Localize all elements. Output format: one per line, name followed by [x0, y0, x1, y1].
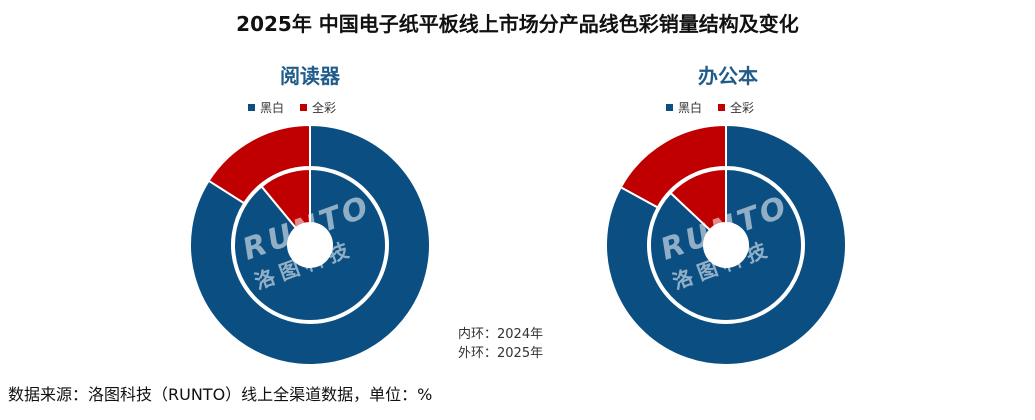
legend-swatch-color — [300, 104, 308, 111]
legend-label-mono: 黑白 — [260, 101, 285, 115]
donut-chart-office — [605, 123, 847, 366]
legend-item-mono: 黑白 — [248, 99, 284, 116]
page-title: 2025年 中国电子纸平板线上市场分产品线色彩销量结构及变化 — [236, 12, 799, 36]
slice-inner-color — [260, 167, 311, 230]
slice-outer-mono — [189, 123, 431, 366]
slice-outer-color — [207, 123, 311, 205]
chart-title-reader: 阅读器 — [280, 64, 340, 88]
legend-label-mono: 黑白 — [678, 101, 703, 115]
slice-outer-color — [619, 123, 727, 209]
legend-swatch-mono — [666, 104, 673, 111]
slice-inner-mono — [233, 167, 387, 322]
legend-item-color: 全彩 — [300, 99, 336, 116]
donut-chart-reader — [189, 123, 431, 366]
legend-swatch-mono — [248, 104, 255, 111]
slice-inner-color — [669, 167, 727, 232]
slice-inner-mono — [649, 167, 803, 322]
legend-label-color: 全彩 — [730, 101, 755, 115]
ring-note: 内环：2024年 外环：2025年 — [458, 325, 543, 363]
ring-note-inner: 内环：2024年 — [458, 327, 544, 342]
ring-note-outer: 外环：2025年 — [458, 346, 544, 361]
legend-label-color: 全彩 — [312, 101, 337, 115]
chart-title-office: 办公本 — [698, 64, 758, 88]
legend-swatch-color — [718, 104, 726, 111]
slice-outer-mono — [605, 123, 847, 366]
source-note: 数据来源：洛图科技（RUNTO）线上全渠道数据，单位：% — [8, 385, 433, 404]
legend-item-color: 全彩 — [718, 99, 754, 116]
legend-reader: 黑白 全彩 — [248, 99, 336, 116]
legend-office: 黑白 全彩 — [666, 99, 754, 116]
legend-item-mono: 黑白 — [666, 99, 702, 116]
